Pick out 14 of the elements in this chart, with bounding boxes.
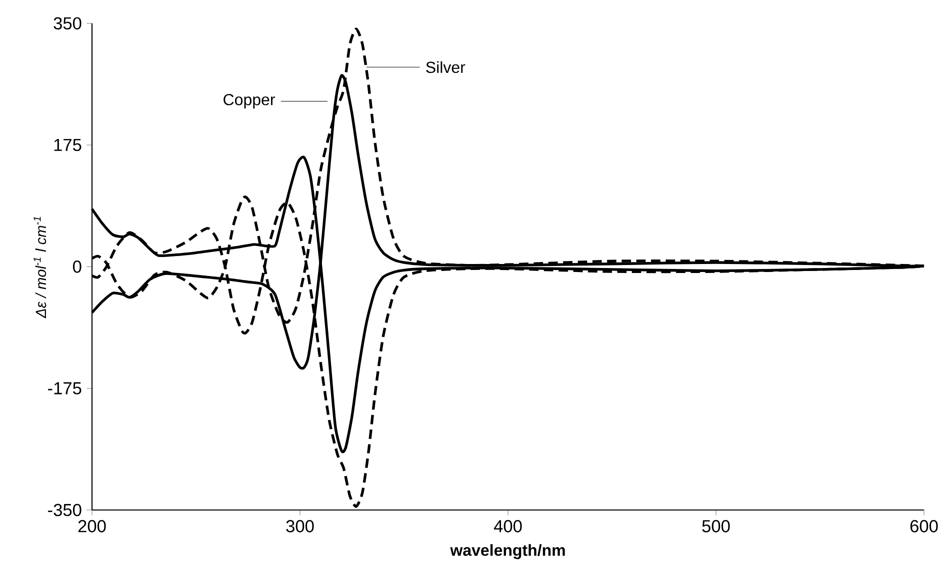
x-tick-label: 600 xyxy=(910,520,938,532)
annotation: Silver xyxy=(426,61,466,73)
x-tick-label: 300 xyxy=(286,520,314,532)
y-axis-title: Δε / mol$^{-1}$ l cm$^{-1}$ xyxy=(34,216,46,318)
y-tick-label: 175 xyxy=(54,138,82,152)
x-tick-label: 200 xyxy=(78,520,106,532)
y-tick-label: -175 xyxy=(48,382,82,394)
y-tick-label: 0 xyxy=(72,260,82,273)
x-tick-label: 400 xyxy=(494,520,522,532)
x-tick-label: 500 xyxy=(702,520,730,532)
y-tick-label: -350 xyxy=(48,504,82,516)
y-tick-label: 350 xyxy=(54,17,82,30)
x-axis-title: wavelength/nm xyxy=(450,544,565,560)
annotation: Copper xyxy=(224,94,275,108)
